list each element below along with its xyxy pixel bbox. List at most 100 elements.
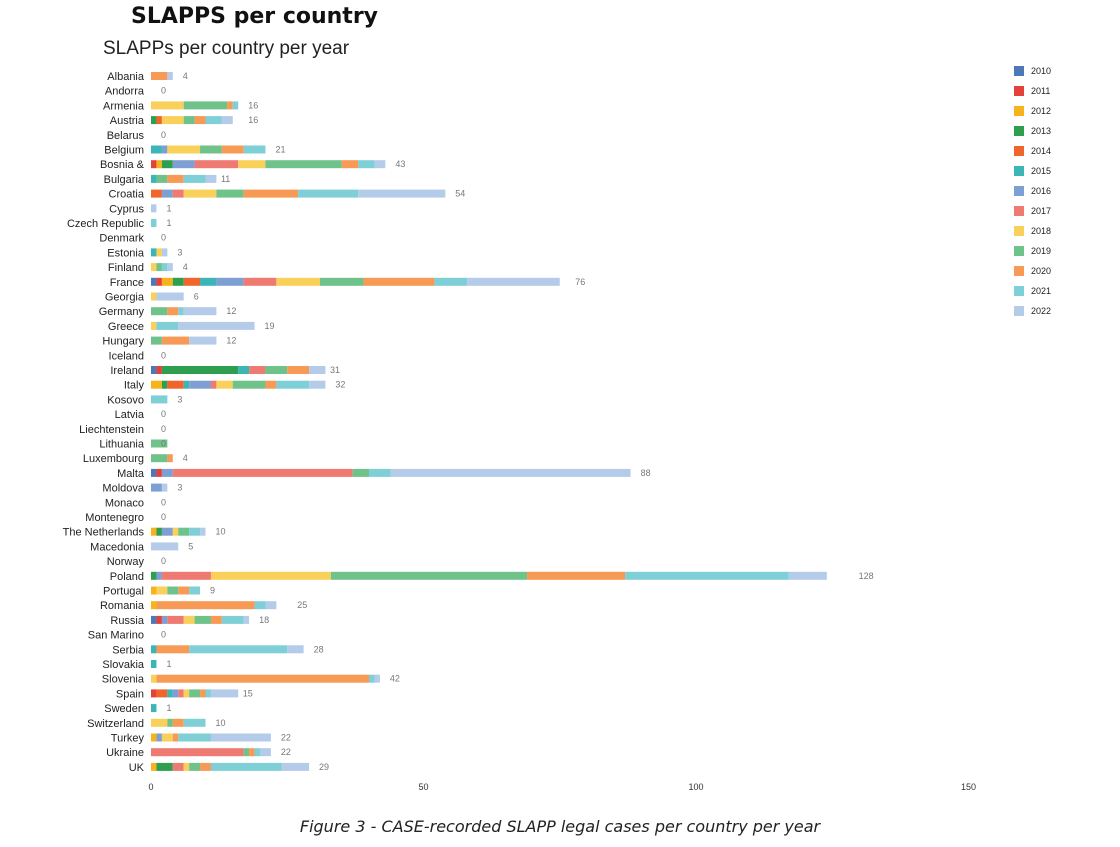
bar-russia-2016 — [161, 615, 168, 624]
bar-uk-2013 — [156, 762, 173, 771]
bar-bulgaria-2015 — [151, 174, 157, 183]
legend-swatch-2013 — [1014, 126, 1024, 136]
total-label-slovenia: 42 — [390, 674, 400, 684]
bar-uk-2020 — [200, 762, 211, 771]
bar-poland-2016 — [156, 571, 162, 580]
legend-label-2020: 2020 — [1031, 266, 1051, 276]
bar-bulgaria-2019 — [156, 174, 168, 183]
category-label-iceland: Iceland — [109, 350, 144, 362]
bar-slovenia-2021 — [369, 674, 375, 683]
bar-lithuania-2019 — [151, 439, 168, 448]
bar-turkey-2018 — [161, 733, 173, 742]
bar-uk-2018 — [183, 762, 190, 771]
bar-france-2022 — [467, 277, 560, 286]
bar-germany-2021 — [178, 307, 184, 316]
bar-uk-2012 — [151, 762, 157, 771]
bar-uk-2019 — [189, 762, 201, 771]
legend-swatch-2011 — [1014, 86, 1024, 96]
bar-france-2021 — [434, 277, 468, 286]
bar-serbia-2021 — [189, 645, 288, 654]
category-label-armenia: Armenia — [103, 100, 145, 112]
total-label-kosovo: 3 — [177, 394, 182, 404]
category-label-france: France — [110, 277, 144, 289]
bar-bosnia-and-2016 — [172, 160, 195, 169]
bar-albania-2022 — [167, 72, 173, 80]
total-label-slovakia: 1 — [166, 659, 171, 669]
category-label-lithuania: Lithuania — [99, 439, 145, 451]
bar-germany-2019 — [151, 307, 168, 316]
bar-poland-2017 — [161, 571, 211, 580]
category-labels: Albania Andorra Armenia Austria Belarus Belgi… — [63, 71, 145, 774]
bar-kosovo-2021 — [151, 395, 168, 404]
category-label-greece: Greece — [108, 321, 144, 333]
bar-the-netherlands-2016 — [161, 527, 173, 536]
bar-croatia-2020 — [243, 189, 299, 198]
bar-spain-2014 — [156, 689, 168, 698]
category-label-luxembourg: Luxembourg — [83, 453, 144, 465]
bar-slovenia-2018 — [151, 674, 157, 683]
total-label-ireland: 31 — [330, 365, 340, 375]
category-label-russia: Russia — [110, 615, 145, 627]
bar-hungary-2019 — [151, 336, 162, 345]
category-label-bosnia-and: Bosnia & — [100, 159, 145, 171]
bar-switzerland-2018 — [151, 718, 168, 727]
bar-austria-2013 — [151, 116, 157, 125]
bar-finland-2021 — [161, 263, 168, 272]
bar-france-2012 — [161, 277, 173, 286]
category-label-portugal: Portugal — [103, 586, 144, 598]
category-label-albania: Albania — [107, 71, 145, 83]
category-label-switzerland: Switzerland — [87, 718, 144, 730]
total-label-iceland: 0 — [161, 350, 166, 360]
bar-russia-2018 — [183, 615, 195, 624]
page-heading: SLAPPS per country — [131, 4, 379, 29]
bar-bosnia-and-2020 — [341, 160, 359, 169]
bar-france-2013 — [172, 277, 184, 286]
total-label-the-netherlands: 10 — [216, 527, 226, 537]
total-label-lithuania: 0 — [161, 439, 166, 449]
bar-france-2017 — [243, 277, 277, 286]
total-label-finland: 4 — [183, 262, 188, 272]
bar-the-netherlands-2022 — [200, 527, 206, 536]
bar-belgium-2021 — [243, 145, 266, 154]
bar-armenia-2019 — [183, 101, 228, 110]
category-label-monaco: Monaco — [105, 497, 144, 509]
figure-caption: Figure 3 - CASE-recorded SLAPP legal cas… — [299, 817, 821, 836]
bar-ireland-2017 — [249, 366, 266, 374]
bar-bosnia-and-2021 — [358, 160, 375, 169]
category-label-serbia: Serbia — [112, 644, 145, 656]
bar-hungary-2020 — [161, 336, 190, 345]
bar-austria-2018 — [161, 116, 184, 125]
bar-france-2019 — [319, 277, 364, 286]
legend-swatch-2020 — [1014, 266, 1024, 276]
bar-estonia-2018 — [156, 248, 162, 257]
category-label-slovenia: Slovenia — [102, 674, 145, 686]
total-label-serbia: 28 — [314, 644, 324, 654]
bar-spain-2022 — [210, 689, 239, 698]
bar-france-2010 — [151, 277, 157, 286]
x-tick-label-0: 0 — [148, 782, 153, 792]
category-label-slovakia: Slovakia — [102, 659, 144, 671]
category-label-bulgaria: Bulgaria — [104, 174, 145, 186]
category-label-malta: Malta — [117, 468, 145, 480]
category-label-cyprus: Cyprus — [109, 203, 144, 215]
bar-hungary-2022 — [189, 336, 217, 345]
bar-greece-2021 — [156, 321, 179, 330]
bar-belgium-2015 — [151, 145, 162, 154]
bar-croatia-2016 — [161, 189, 173, 198]
total-label-armenia: 16 — [248, 100, 258, 110]
bar-germany-2022 — [183, 307, 217, 316]
bar-malta-2010 — [151, 468, 157, 477]
bar-bulgaria-2022 — [205, 174, 217, 183]
bar-france-2020 — [363, 277, 435, 286]
total-label-norway: 0 — [161, 556, 166, 566]
bar-belgium-2018 — [167, 145, 201, 154]
bar-luxembourg-2019 — [151, 454, 168, 463]
category-label-sweden: Sweden — [104, 703, 144, 715]
bar-switzerland-2019 — [167, 718, 173, 727]
bar-poland-2020 — [527, 571, 626, 580]
bar-malta-2017 — [172, 468, 353, 477]
bar-luxembourg-2020 — [167, 454, 173, 463]
bar-moldova-2022 — [161, 483, 168, 492]
bar-ukraine-2019 — [243, 748, 250, 757]
bar-malta-2011 — [156, 468, 162, 477]
